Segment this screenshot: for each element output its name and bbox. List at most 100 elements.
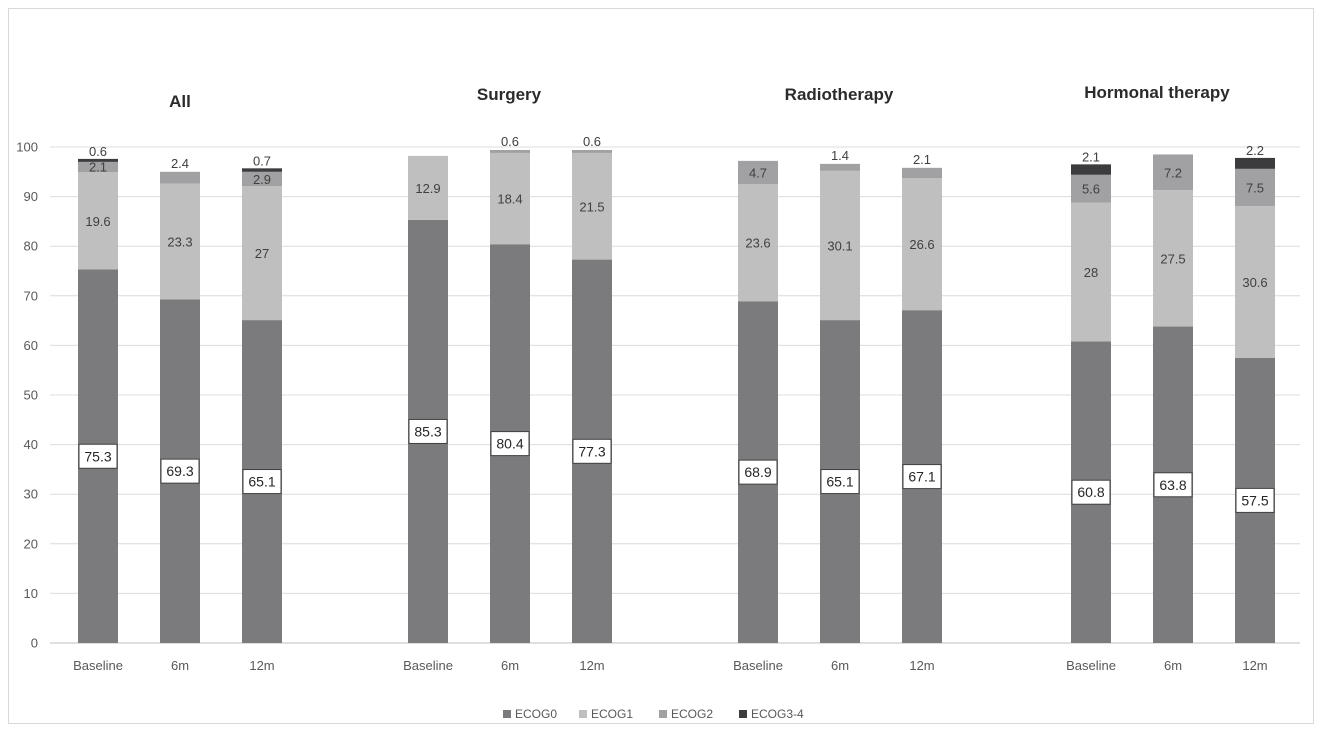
x-tick-label-baseline: Baseline xyxy=(73,658,123,673)
data-label-ecog0: 80.4 xyxy=(496,436,523,452)
legend-label-ecog2: ECOG2 xyxy=(671,707,713,721)
bar-segment-radiotherapy-6m-ecog2 xyxy=(820,163,860,171)
data-label-ecog1: 23.6 xyxy=(745,236,770,251)
x-tick-label-6m: 6m xyxy=(171,658,189,673)
y-tick-label: 40 xyxy=(24,437,38,452)
x-tick-label-12m: 12m xyxy=(579,658,604,673)
bar-segment-hormonal-therapy-12m-ecog3-4 xyxy=(1235,157,1275,169)
group-title-hormonal-therapy: Hormonal therapy xyxy=(1084,83,1230,102)
data-label-ecog0: 57.5 xyxy=(1241,492,1268,508)
data-label-ecog2: 4.7 xyxy=(749,166,767,181)
y-tick-label: 20 xyxy=(24,536,38,551)
data-label-box xyxy=(1153,472,1193,498)
data-label-ecog2: 7.2 xyxy=(1164,165,1182,180)
x-tick-label-6m: 6m xyxy=(501,658,519,673)
bar-segment-all-12m-ecog3-4 xyxy=(242,168,282,172)
y-tick-label: 70 xyxy=(24,288,38,303)
data-label-ecog1: 18.4 xyxy=(497,192,522,207)
x-tick-label-6m: 6m xyxy=(831,658,849,673)
bar-segment-all-12m-ecog2 xyxy=(242,171,282,187)
data-label-ecog0: 69.3 xyxy=(166,463,193,479)
bar-segment-all-12m-ecog1 xyxy=(242,186,282,321)
bar-segment-surgery-12m-ecog1 xyxy=(572,152,612,260)
data-label-box xyxy=(902,464,942,490)
data-label-box xyxy=(738,459,778,485)
data-label-ecog0: 68.9 xyxy=(744,464,771,480)
legend-swatch-ecog1 xyxy=(579,710,587,718)
group-title-all: All xyxy=(169,92,191,111)
legend-label-ecog0: ECOG0 xyxy=(515,707,557,721)
data-label-ecog0: 65.1 xyxy=(248,474,275,490)
bar-segment-radiotherapy-6m-ecog1 xyxy=(820,170,860,321)
data-label-ecog2: 2.4 xyxy=(171,156,189,171)
bar-segment-hormonal-therapy-12m-ecog2 xyxy=(1235,168,1275,207)
data-label-ecog2: 2.1 xyxy=(89,159,107,174)
bar-segment-all-baseline-ecog2 xyxy=(78,161,118,173)
legend-swatch-ecog3-4 xyxy=(739,710,747,718)
data-label-ecog3-4: 0.6 xyxy=(89,144,107,159)
data-label-box xyxy=(408,418,448,444)
bar-segment-hormonal-therapy-12m-ecog1 xyxy=(1235,206,1275,358)
data-label-ecog0: 77.3 xyxy=(578,443,605,459)
data-label-ecog1: 30.6 xyxy=(1242,275,1267,290)
y-tick-label: 30 xyxy=(24,487,38,502)
data-label-ecog1: 28 xyxy=(1084,265,1098,280)
bar-segment-surgery-baseline-ecog1 xyxy=(408,155,448,220)
data-label-ecog2: 0.6 xyxy=(583,134,601,149)
data-label-ecog2: 5.6 xyxy=(1082,182,1100,197)
data-label-ecog1: 19.6 xyxy=(85,214,110,229)
data-label-ecog3-4: 2.2 xyxy=(1246,143,1264,158)
data-label-ecog2: 7.5 xyxy=(1246,180,1264,195)
legend-swatch-ecog0 xyxy=(503,710,511,718)
y-tick-label: 100 xyxy=(16,140,38,155)
data-label-ecog1: 27 xyxy=(255,246,269,261)
data-label-ecog0: 75.3 xyxy=(84,448,111,464)
bar-segment-all-6m-ecog2 xyxy=(160,171,200,184)
x-tick-label-12m: 12m xyxy=(249,658,274,673)
data-labels: All75.319.62.10.6Baseline69.323.32.46m65… xyxy=(73,83,1275,673)
data-label-ecog0: 67.1 xyxy=(908,469,935,485)
data-label-box xyxy=(490,431,530,457)
x-tick-label-baseline: Baseline xyxy=(1066,658,1116,673)
legend: ECOG0 ECOG1 ECOG2 ECOG3-4 xyxy=(503,707,804,721)
y-tick-label: 10 xyxy=(24,586,38,601)
bar-segment-hormonal-therapy-baseline-ecog3-4 xyxy=(1071,164,1111,175)
data-label-box xyxy=(572,438,612,464)
bar-segment-all-baseline-ecog3-4 xyxy=(78,158,118,162)
bar-segment-hormonal-therapy-6m-ecog2 xyxy=(1153,154,1193,191)
data-label-ecog3-4: 2.1 xyxy=(1082,149,1100,164)
y-tick-label: 0 xyxy=(31,636,38,651)
data-label-ecog2: 0.6 xyxy=(501,134,519,149)
bar-segment-surgery-6m-ecog2 xyxy=(490,149,530,153)
bar-segment-radiotherapy-baseline-ecog1 xyxy=(738,184,778,302)
bar-segment-radiotherapy-12m-ecog2 xyxy=(902,167,942,179)
data-label-ecog1: 26.6 xyxy=(909,237,934,252)
bar-segment-surgery-6m-ecog1 xyxy=(490,152,530,245)
x-tick-label-baseline: Baseline xyxy=(403,658,453,673)
data-label-ecog2: 1.4 xyxy=(831,148,849,163)
x-tick-label-baseline: Baseline xyxy=(733,658,783,673)
x-tick-label-6m: 6m xyxy=(1164,658,1182,673)
data-label-ecog1: 12.9 xyxy=(415,181,440,196)
legend-label-ecog1: ECOG1 xyxy=(591,707,633,721)
data-label-box xyxy=(820,469,860,495)
bar-segment-surgery-12m-ecog2 xyxy=(572,149,612,153)
data-label-ecog0: 85.3 xyxy=(414,423,441,439)
y-axis: 0 10 20 30 40 50 60 70 80 90 100 xyxy=(16,140,38,651)
data-label-ecog3-4: 0.7 xyxy=(253,153,271,168)
data-label-box xyxy=(1235,487,1275,513)
data-label-ecog1: 21.5 xyxy=(579,199,604,214)
data-label-ecog2: 2.9 xyxy=(253,172,271,187)
data-label-ecog0: 63.8 xyxy=(1159,477,1186,493)
data-label-ecog1: 27.5 xyxy=(1160,251,1185,266)
data-label-ecog1: 23.3 xyxy=(167,234,192,249)
data-label-box xyxy=(78,443,118,469)
bar-segment-all-baseline-ecog1 xyxy=(78,172,118,270)
x-tick-label-12m: 12m xyxy=(909,658,934,673)
bars xyxy=(78,149,1275,644)
data-label-ecog0: 65.1 xyxy=(826,474,853,490)
data-label-ecog1: 30.1 xyxy=(827,238,852,253)
y-tick-label: 80 xyxy=(24,239,38,254)
group-title-surgery: Surgery xyxy=(477,85,542,104)
